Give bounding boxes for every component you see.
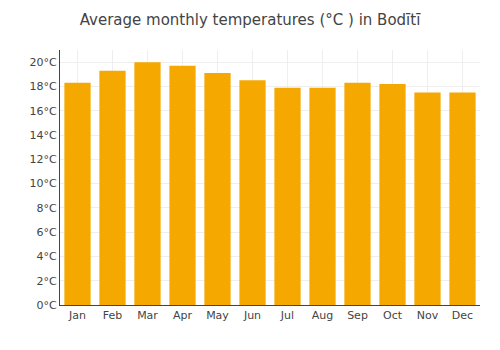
svg-text:Nov: Nov [417, 309, 439, 322]
svg-text:14°C: 14°C [30, 129, 57, 142]
svg-text:2°C: 2°C [37, 275, 57, 288]
svg-text:8°C: 8°C [37, 202, 57, 215]
svg-text:Aug: Aug [312, 309, 333, 322]
svg-text:May: May [206, 309, 229, 322]
svg-text:10°C: 10°C [30, 177, 57, 190]
svg-text:4°C: 4°C [37, 250, 57, 263]
svg-text:Jul: Jul [280, 309, 294, 322]
svg-text:Mar: Mar [137, 309, 158, 322]
svg-text:Jun: Jun [243, 309, 261, 322]
svg-text:18°C: 18°C [30, 80, 57, 93]
svg-text:Dec: Dec [452, 309, 473, 322]
svg-text:Sep: Sep [347, 309, 368, 322]
svg-text:20°C: 20°C [30, 56, 57, 69]
svg-text:16°C: 16°C [30, 105, 57, 118]
svg-text:Feb: Feb [103, 309, 122, 322]
svg-text:6°C: 6°C [37, 226, 57, 239]
svg-text:Average monthly temperatures (: Average monthly temperatures (°C ) in Bo… [80, 11, 421, 29]
svg-text:12°C: 12°C [30, 153, 57, 166]
svg-text:Oct: Oct [383, 309, 403, 322]
svg-text:Jan: Jan [68, 309, 86, 322]
svg-text:Apr: Apr [173, 309, 193, 322]
svg-text:0°C: 0°C [37, 299, 57, 312]
